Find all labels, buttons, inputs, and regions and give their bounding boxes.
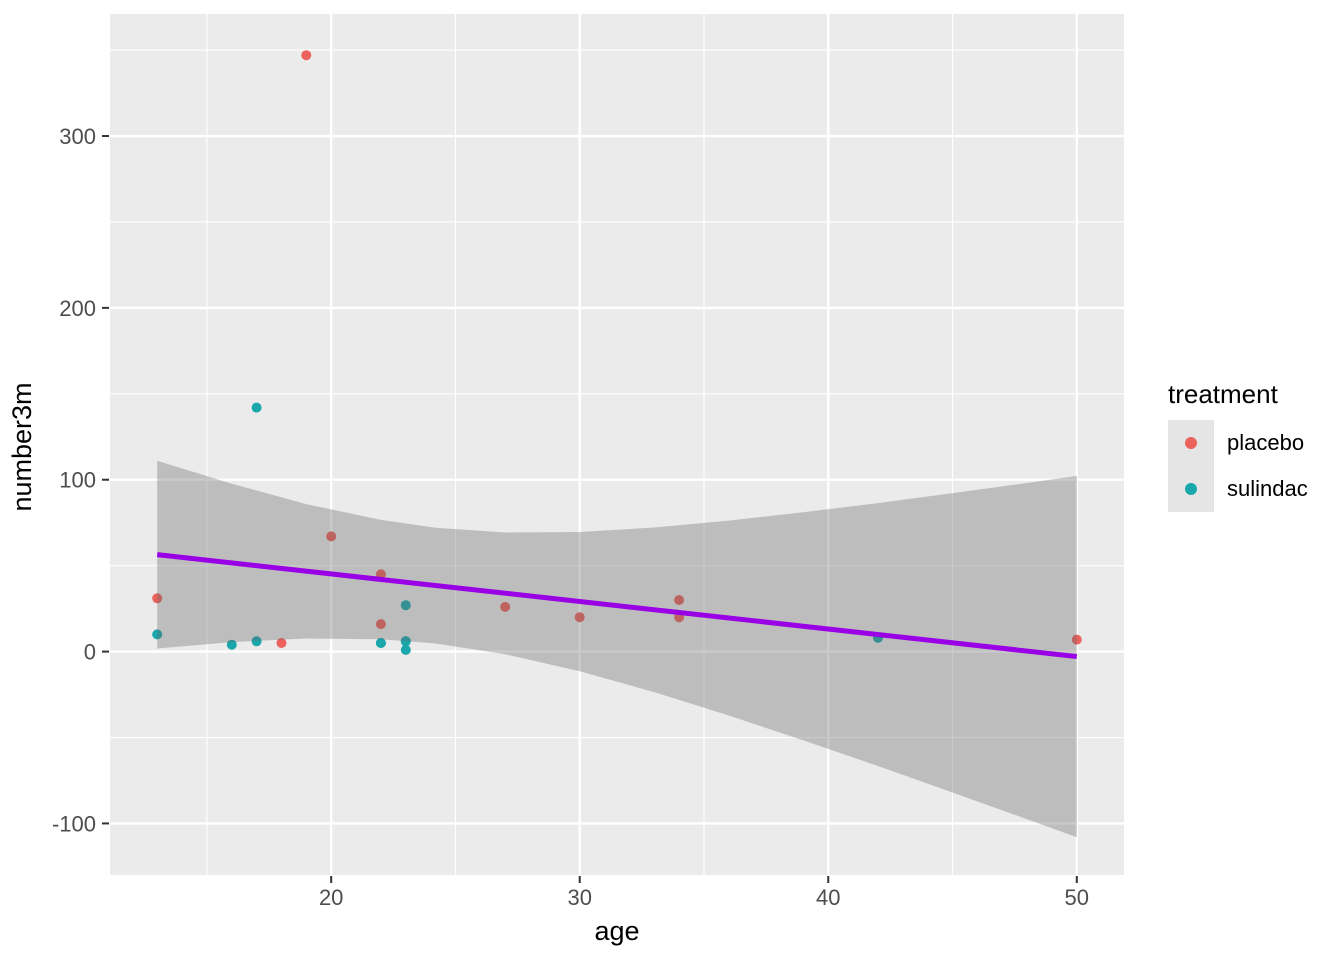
legend-key-box [1168,420,1214,466]
legend-item-sulindac: sulindac [1168,466,1344,512]
y-tick-label: 300 [59,124,96,149]
data-point-sulindac [400,636,411,647]
data-point-sulindac [375,638,386,648]
plot-panel-background [110,14,1124,875]
data-point-placebo [574,612,585,623]
x-tick-label: 50 [1065,885,1089,910]
y-axis-title: number3m [7,382,37,511]
y-tick-label: 100 [59,468,96,493]
data-point-sulindac [400,600,411,611]
data-point-sulindac [152,629,163,640]
data-point-sulindac [251,402,262,413]
x-tick-label: 30 [567,885,591,910]
legend-label-placebo: placebo [1227,430,1305,455]
legend-key-box [1168,466,1214,512]
data-point-sulindac [226,639,237,650]
data-point-placebo [301,50,312,61]
data-point-sulindac [251,636,262,647]
data-point-placebo [1071,634,1082,645]
x-tick-label: 20 [319,885,343,910]
legend-item-placebo: placebo [1168,420,1344,466]
data-point-placebo [500,601,511,612]
data-point-placebo [152,593,163,604]
placebo-key-dot-icon [1185,437,1197,449]
y-tick-label: -100 [52,811,96,836]
data-point-placebo [674,595,685,605]
data-point-placebo [326,531,337,542]
x-axis-title: age [594,916,639,946]
y-tick-label: 0 [84,640,96,665]
confidence-band [157,460,1077,838]
legend: treatment placebo sulindac [1168,379,1344,512]
regression-line [156,552,1078,660]
sulindac-key-dot-icon [1185,483,1197,495]
x-tick-label: 40 [816,885,840,910]
data-point-sulindac [400,644,411,655]
legend-label-sulindac: sulindac [1227,476,1308,501]
legend-title: treatment [1168,379,1278,409]
data-point-placebo [375,619,386,630]
y-tick-label: 200 [59,296,96,321]
data-point-placebo [276,638,287,648]
